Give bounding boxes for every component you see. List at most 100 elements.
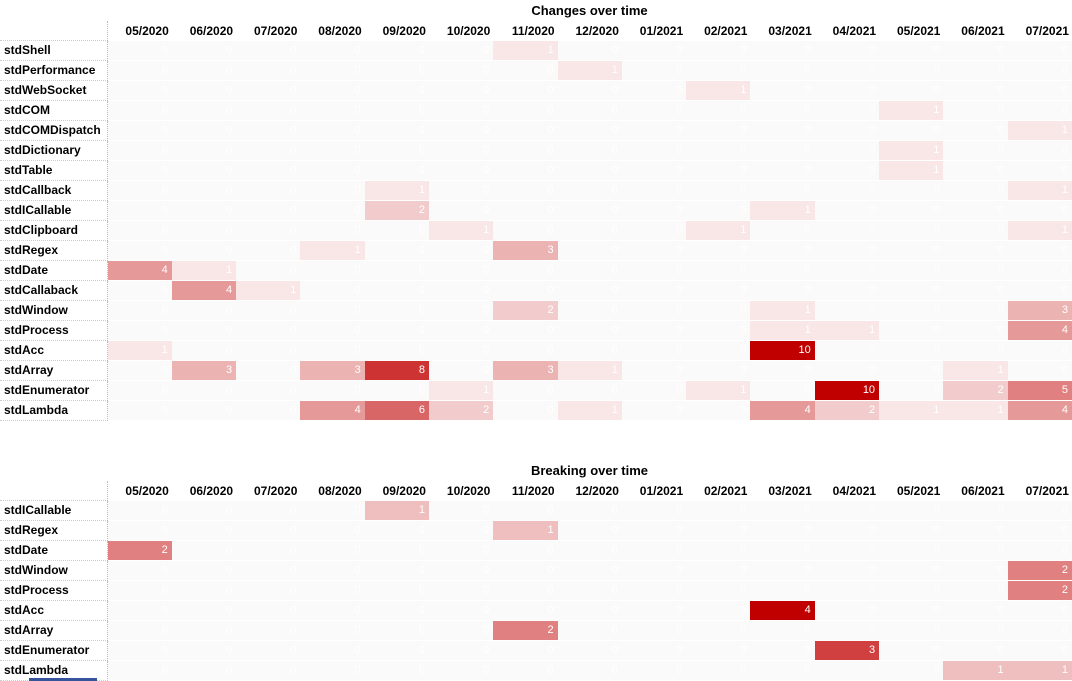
heatmap-cell[interactable]: 0 <box>814 361 880 381</box>
heatmap-cell[interactable]: 0 <box>107 241 172 261</box>
heatmap-cell[interactable]: 0 <box>686 181 751 201</box>
column-header[interactable]: 02/2021 <box>686 481 751 501</box>
heatmap-cell[interactable]: 10 <box>814 381 880 401</box>
heatmap-cell[interactable]: 0 <box>814 41 880 61</box>
heatmap-cell[interactable]: 0 <box>428 141 494 161</box>
heatmap-cell[interactable]: 0 <box>814 301 880 321</box>
heatmap-cell[interactable]: 0 <box>621 321 687 341</box>
heatmap-cell[interactable]: 0 <box>364 621 429 641</box>
heatmap-cell[interactable]: 0 <box>621 201 687 221</box>
heatmap-cell[interactable]: 1 <box>557 61 622 81</box>
heatmap-cell[interactable]: 0 <box>621 341 687 361</box>
heatmap-cell[interactable]: 0 <box>686 261 751 281</box>
heatmap-cell[interactable]: 0 <box>943 121 1008 141</box>
heatmap-cell[interactable]: 0 <box>621 621 687 641</box>
heatmap-cell[interactable]: 0 <box>814 141 880 161</box>
heatmap-cell[interactable]: 0 <box>943 641 1008 661</box>
heatmap-cell[interactable]: 4 <box>300 401 365 421</box>
heatmap-cell[interactable]: 0 <box>107 561 172 581</box>
heatmap-cell[interactable]: 0 <box>300 301 365 321</box>
heatmap-cell[interactable]: 0 <box>107 181 172 201</box>
heatmap-cell[interactable]: 0 <box>1007 241 1072 261</box>
heatmap-cell[interactable]: 0 <box>428 281 494 301</box>
heatmap-cell[interactable]: 1 <box>428 221 494 241</box>
heatmap-cell[interactable]: 0 <box>686 101 751 121</box>
heatmap-cell[interactable]: 0 <box>236 141 301 161</box>
heatmap-cell[interactable]: 0 <box>943 261 1008 281</box>
heatmap-cell[interactable]: 3 <box>493 361 558 381</box>
heatmap-cell[interactable]: 0 <box>493 201 558 221</box>
heatmap-cell[interactable]: 0 <box>107 321 172 341</box>
heatmap-cell[interactable]: 0 <box>943 61 1008 81</box>
heatmap-cell[interactable]: 1 <box>943 361 1008 381</box>
heatmap-cell[interactable]: 0 <box>236 81 301 101</box>
column-header[interactable]: 03/2021 <box>750 21 815 41</box>
heatmap-cell[interactable]: 0 <box>236 181 301 201</box>
heatmap-cell[interactable]: 0 <box>428 81 494 101</box>
heatmap-cell[interactable]: 0 <box>107 521 172 541</box>
heatmap-cell[interactable]: 4 <box>171 281 237 301</box>
heatmap-cell[interactable]: 1 <box>1007 121 1072 141</box>
heatmap-cell[interactable]: 0 <box>300 261 365 281</box>
column-header[interactable]: 02/2021 <box>686 21 751 41</box>
heatmap-cell[interactable]: 0 <box>1007 621 1072 641</box>
heatmap-cell[interactable]: 0 <box>621 61 687 81</box>
heatmap-cell[interactable]: 5 <box>1007 381 1072 401</box>
heatmap-cell[interactable]: 0 <box>621 301 687 321</box>
row-label[interactable]: stdClipboard <box>0 221 108 241</box>
heatmap-cell[interactable]: 0 <box>557 341 622 361</box>
heatmap-cell[interactable]: 0 <box>493 141 558 161</box>
heatmap-cell[interactable]: 0 <box>814 241 880 261</box>
heatmap-cell[interactable]: 0 <box>493 581 558 601</box>
heatmap-cell[interactable]: 0 <box>1007 361 1072 381</box>
heatmap-cell[interactable]: 0 <box>879 81 944 101</box>
heatmap-cell[interactable]: 0 <box>493 341 558 361</box>
heatmap-cell[interactable]: 0 <box>493 541 558 561</box>
heatmap-cell[interactable]: 0 <box>171 61 237 81</box>
heatmap-cell[interactable]: 0 <box>1007 281 1072 301</box>
heatmap-cell[interactable]: 0 <box>621 381 687 401</box>
heatmap-cell[interactable]: 0 <box>364 641 429 661</box>
heatmap-cell[interactable]: 0 <box>107 501 172 521</box>
heatmap-cell[interactable]: 0 <box>236 641 301 661</box>
heatmap-cell[interactable]: 0 <box>428 361 494 381</box>
heatmap-cell[interactable]: 0 <box>750 41 815 61</box>
heatmap-cell[interactable]: 0 <box>107 401 172 421</box>
row-label[interactable]: stdPerformance <box>0 61 108 81</box>
heatmap-cell[interactable]: 0 <box>364 121 429 141</box>
column-header[interactable]: 07/2021 <box>1007 481 1072 501</box>
heatmap-cell[interactable]: 0 <box>686 361 751 381</box>
heatmap-cell[interactable]: 0 <box>107 581 172 601</box>
heatmap-cell[interactable]: 0 <box>107 101 172 121</box>
heatmap-cell[interactable]: 0 <box>686 641 751 661</box>
heatmap-cell[interactable]: 0 <box>107 621 172 641</box>
heatmap-cell[interactable]: 0 <box>879 641 944 661</box>
heatmap-cell[interactable]: 0 <box>1007 501 1072 521</box>
heatmap-cell[interactable]: 0 <box>107 61 172 81</box>
column-header[interactable]: 08/2020 <box>300 21 365 41</box>
heatmap-cell[interactable]: 0 <box>1007 201 1072 221</box>
column-header[interactable]: 10/2020 <box>428 481 494 501</box>
heatmap-cell[interactable]: 1 <box>879 161 944 181</box>
heatmap-cell[interactable]: 0 <box>107 201 172 221</box>
heatmap-cell[interactable]: 0 <box>943 341 1008 361</box>
heatmap-cell[interactable]: 0 <box>364 581 429 601</box>
heatmap-cell[interactable]: 0 <box>879 261 944 281</box>
heatmap-cell[interactable]: 0 <box>879 61 944 81</box>
heatmap-cell[interactable]: 0 <box>943 621 1008 641</box>
heatmap-cell[interactable]: 0 <box>364 661 429 681</box>
heatmap-cell[interactable]: 0 <box>814 181 880 201</box>
heatmap-cell[interactable]: 0 <box>171 561 237 581</box>
heatmap-cell[interactable]: 0 <box>364 61 429 81</box>
heatmap-cell[interactable]: 0 <box>621 501 687 521</box>
heatmap-cell[interactable]: 0 <box>557 121 622 141</box>
heatmap-cell[interactable]: 0 <box>557 561 622 581</box>
heatmap-cell[interactable]: 0 <box>750 281 815 301</box>
heatmap-cell[interactable]: 0 <box>750 141 815 161</box>
heatmap-cell[interactable]: 0 <box>621 521 687 541</box>
heatmap-cell[interactable]: 0 <box>879 381 944 401</box>
heatmap-cell[interactable]: 0 <box>879 121 944 141</box>
heatmap-cell[interactable]: 0 <box>943 201 1008 221</box>
heatmap-cell[interactable]: 2 <box>428 401 494 421</box>
heatmap-cell[interactable]: 3 <box>300 361 365 381</box>
